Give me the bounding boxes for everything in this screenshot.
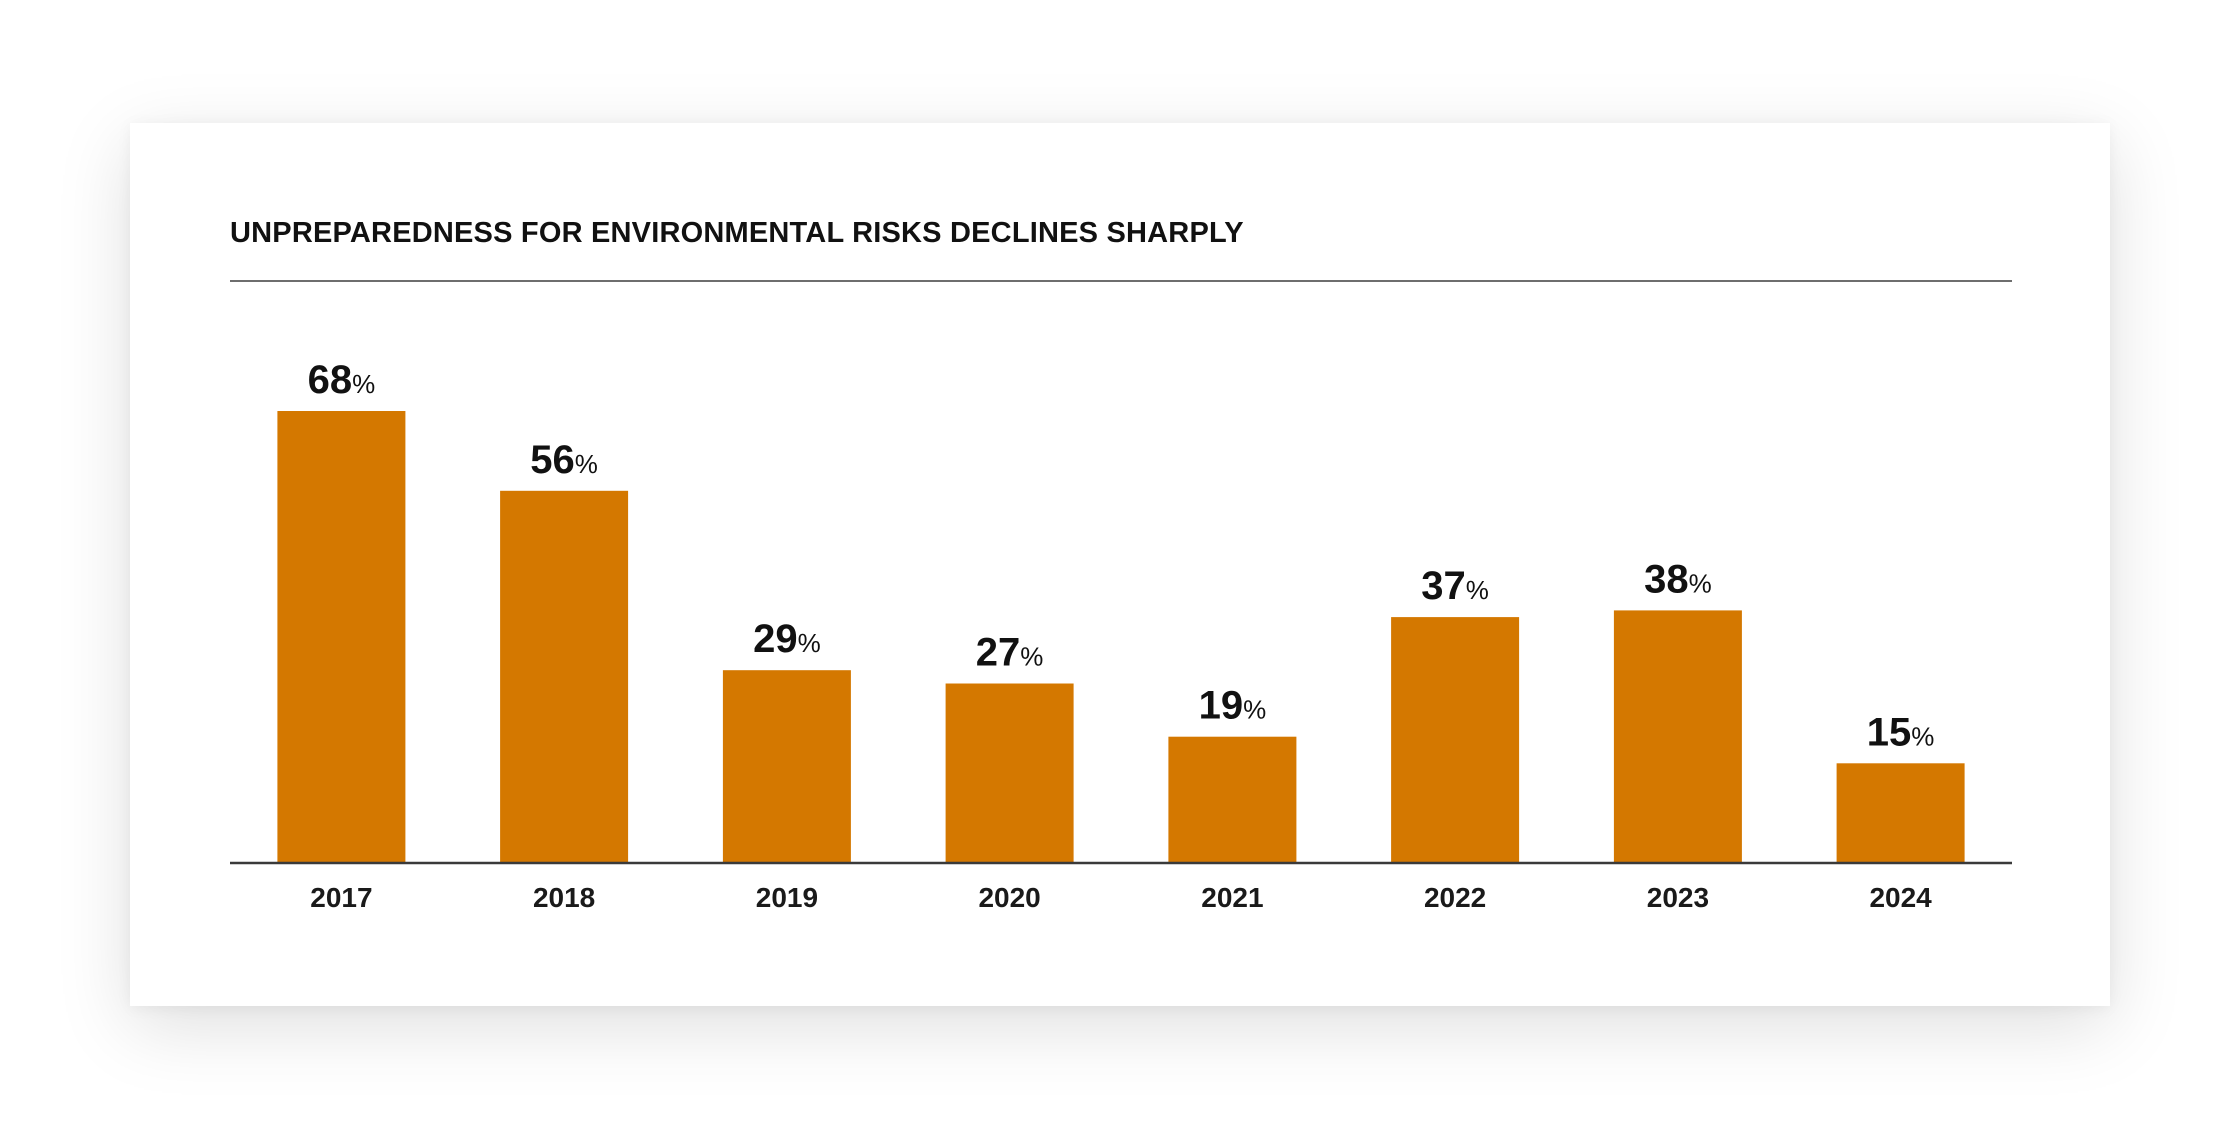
value-suffix: % [1466, 575, 1489, 605]
value-labels-group: 68%56%29% 27%19%37% 38%15% [308, 358, 1935, 754]
value-label-2024: 15% [1867, 710, 1935, 754]
chart-title: UNPREPAREDNESS FOR ENVIRONMENTAL RISKS D… [230, 217, 1244, 249]
x-tick-2022: 2022 [1424, 882, 1486, 913]
value-suffix: % [1243, 695, 1266, 725]
value-suffix: % [1911, 721, 1934, 751]
x-tick-labels-group: 2017 2018 2019 2020 2021 2022 2023 2024 [310, 882, 1932, 913]
bar-2024 [1836, 763, 1965, 863]
value-number: 15 [1867, 710, 1912, 754]
value-suffix: % [352, 369, 375, 399]
value-label-2022: 37% [1421, 564, 1489, 608]
value-number: 27 [976, 631, 1021, 675]
bar-2023 [1613, 610, 1742, 863]
x-tick-2021: 2021 [1201, 882, 1263, 913]
value-number: 29 [753, 617, 798, 661]
value-label-2023: 38% [1644, 557, 1712, 601]
x-tick-2018: 2018 [533, 882, 595, 913]
value-label-2017: 68% [308, 358, 376, 402]
bar-2020 [945, 683, 1074, 863]
value-label-2019: 29% [753, 617, 821, 661]
value-number: 37 [1421, 564, 1466, 608]
bar-2019 [722, 670, 851, 863]
value-suffix: % [1020, 642, 1043, 672]
bar-2022 [1391, 617, 1520, 863]
value-number: 19 [1199, 684, 1244, 728]
value-suffix: % [575, 449, 598, 479]
x-tick-2019: 2019 [756, 882, 818, 913]
x-tick-2020: 2020 [978, 882, 1040, 913]
x-tick-2017: 2017 [310, 882, 372, 913]
bars-group [277, 411, 1965, 863]
value-label-2021: 19% [1199, 684, 1267, 728]
bar-2021 [1168, 736, 1297, 863]
x-tick-2023: 2023 [1647, 882, 1709, 913]
value-label-2018: 56% [530, 438, 598, 482]
value-suffix: % [1689, 568, 1712, 598]
value-number: 68 [308, 358, 353, 402]
bar-chart: 68%56%29% 27%19%37% 38%15% 2017 2018 2019 202… [230, 358, 2012, 913]
value-number: 38 [1644, 557, 1689, 601]
title-divider [230, 280, 2012, 282]
chart-card: UNPREPAREDNESS FOR ENVIRONMENTAL RISKS D… [130, 123, 2110, 1006]
value-suffix: % [798, 628, 821, 658]
value-number: 56 [530, 438, 575, 482]
x-tick-2024: 2024 [1869, 882, 1932, 913]
bar-2017 [277, 411, 406, 863]
value-label-2020: 27% [976, 631, 1044, 675]
bar-2018 [500, 490, 629, 863]
